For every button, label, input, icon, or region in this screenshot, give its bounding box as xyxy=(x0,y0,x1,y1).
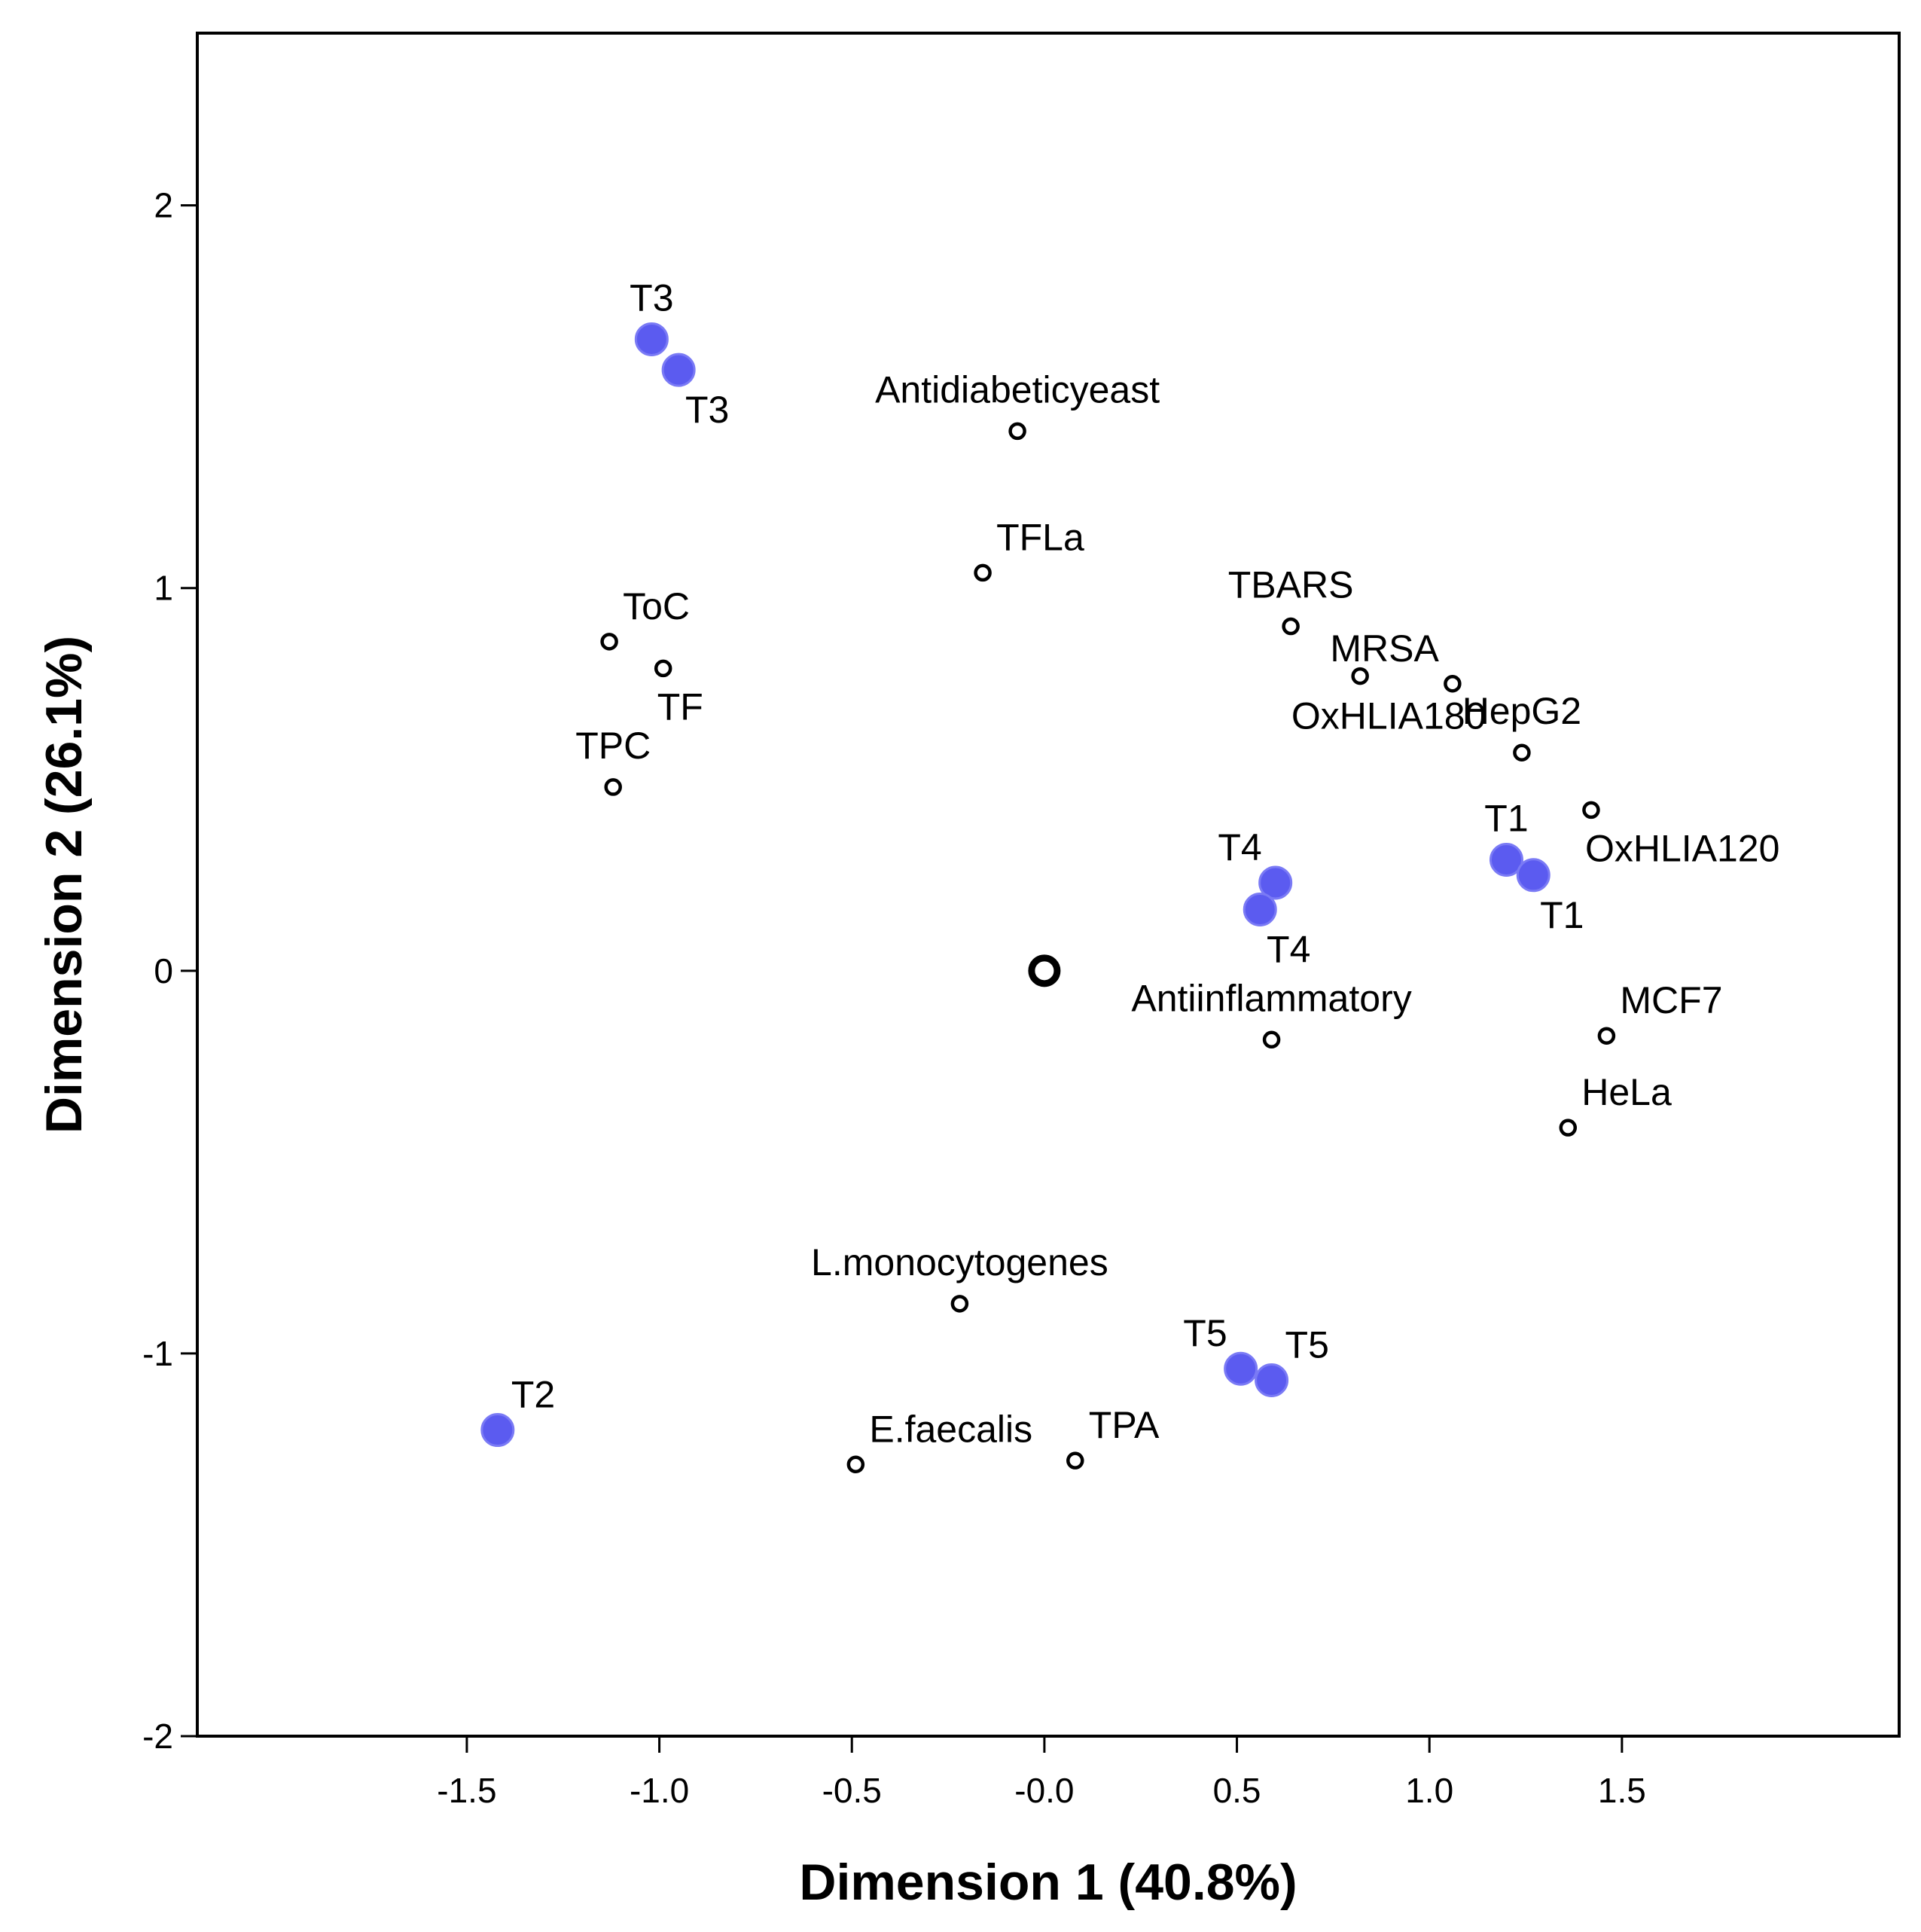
y-tick-label: 2 xyxy=(154,186,173,225)
point-label: ToC xyxy=(623,585,690,627)
centroid-point xyxy=(1028,954,1061,987)
x-axis-title: Dimension 1 (40.8%) xyxy=(799,1854,1297,1911)
y-tick-label: 1 xyxy=(154,569,173,608)
point-label: TPC xyxy=(575,725,651,767)
variable-point-tbars xyxy=(1282,617,1300,636)
point-label: MRSA xyxy=(1330,627,1439,670)
variable-point-tf xyxy=(654,659,672,678)
object-point-t1 xyxy=(1516,858,1551,893)
x-tick-label: -1.5 xyxy=(437,1771,496,1810)
x-tick-label: 0.5 xyxy=(1213,1771,1261,1810)
y-axis: -2 -1 0 1 2 xyxy=(142,186,197,1756)
object-point-t5 xyxy=(1224,1351,1258,1386)
data-points xyxy=(480,322,1616,1474)
variable-point-antidiabeticyeast xyxy=(1008,422,1026,441)
x-tick-label: -0.0 xyxy=(1014,1771,1074,1810)
variable-point-l-monocytogenes xyxy=(950,1295,969,1313)
y-tick-label: -1 xyxy=(142,1334,173,1373)
variable-point-tpc xyxy=(604,778,622,796)
point-label: TFLa xyxy=(996,516,1084,558)
point-label: T1 xyxy=(1540,894,1584,936)
object-point-t3 xyxy=(661,353,696,387)
point-label: T4 xyxy=(1267,929,1310,971)
point-labels: T3 T3 T4 T4 T1 T1 T5 T5 T2 Antidiabeticyeast TFLa T… xyxy=(511,276,1780,1450)
point-label: T3 xyxy=(685,389,729,431)
variable-point-hela xyxy=(1559,1119,1578,1137)
point-label: HepG2 xyxy=(1462,690,1581,732)
point-label: T3 xyxy=(630,276,673,319)
variable-point-e-faecalis xyxy=(846,1455,865,1474)
y-tick-label: 0 xyxy=(154,951,173,990)
point-label: L.monocytogenes xyxy=(811,1241,1108,1283)
point-label: T5 xyxy=(1285,1323,1329,1366)
point-label: Antidiabeticyeast xyxy=(875,368,1160,411)
variable-point-antiinflammatory xyxy=(1262,1030,1281,1049)
point-label: Antiinflammatory xyxy=(1131,977,1411,1019)
point-label: OxHLIA180 xyxy=(1291,695,1486,737)
point-label: TF xyxy=(657,685,703,728)
x-axis: -1.5 -1.0 -0.5 -0.0 0.5 1.0 1.5 xyxy=(437,1736,1646,1810)
variable-point-toc xyxy=(600,633,618,651)
variable-point-oxhlia180 xyxy=(1351,667,1369,685)
point-label: TPA xyxy=(1089,1404,1160,1446)
point-label: E.faecalis xyxy=(869,1408,1032,1450)
object-point-t3 xyxy=(634,322,669,356)
point-label: TBARS xyxy=(1228,564,1354,606)
variable-point-mrsa xyxy=(1444,675,1462,693)
point-label: T5 xyxy=(1183,1312,1227,1354)
y-axis-title: Dimension 2 (26.1%) xyxy=(35,636,93,1134)
point-label: T1 xyxy=(1484,797,1528,839)
plot-frame xyxy=(196,32,1901,1738)
variable-point-tfla xyxy=(974,563,992,582)
x-tick-label: -1.0 xyxy=(630,1771,689,1810)
point-label: OxHLIA120 xyxy=(1585,827,1779,869)
x-tick-label: -0.5 xyxy=(822,1771,882,1810)
x-tick-label: 1.0 xyxy=(1405,1771,1453,1810)
object-point-t1 xyxy=(1489,842,1523,877)
variable-point-mcf7 xyxy=(1597,1027,1616,1045)
point-label: T2 xyxy=(511,1374,555,1416)
point-label: T4 xyxy=(1218,826,1261,868)
object-point-t4 xyxy=(1243,893,1277,927)
x-tick-label: 1.5 xyxy=(1598,1771,1646,1810)
object-point-t4 xyxy=(1258,865,1293,900)
variable-point-hepg2 xyxy=(1513,743,1531,762)
variable-point-oxhlia120 xyxy=(1582,801,1600,819)
point-label: MCF7 xyxy=(1620,979,1722,1021)
variable-point-tpa xyxy=(1066,1451,1084,1470)
object-point-t5 xyxy=(1255,1363,1289,1397)
point-label: HeLa xyxy=(1581,1071,1672,1113)
y-tick-label: -2 xyxy=(142,1717,173,1756)
object-point-t2 xyxy=(480,1413,515,1448)
